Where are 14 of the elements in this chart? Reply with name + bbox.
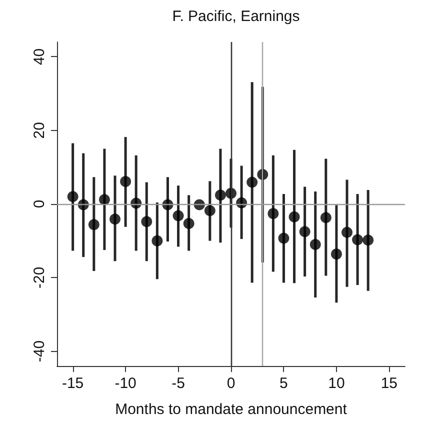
y-tick-label: 40: [31, 48, 48, 66]
x-tick-label: 0: [226, 375, 236, 392]
x-tick-label: 5: [280, 375, 288, 392]
x-tick-label: 10: [328, 375, 345, 392]
x-tick-label: -15: [62, 375, 84, 392]
y-tick-label: -40: [31, 340, 48, 362]
y-tick-label: -20: [31, 266, 48, 288]
chart-title: F. Pacific, Earnings: [172, 8, 300, 25]
x-tick-label: -5: [172, 375, 185, 392]
x-axis-title: Months to mandate announcement: [115, 401, 348, 418]
x-tick-label: -10: [114, 375, 136, 392]
x-tick-label: 15: [380, 375, 398, 392]
y-tick-label: 20: [31, 122, 48, 139]
y-tick-label: 0: [31, 200, 48, 208]
